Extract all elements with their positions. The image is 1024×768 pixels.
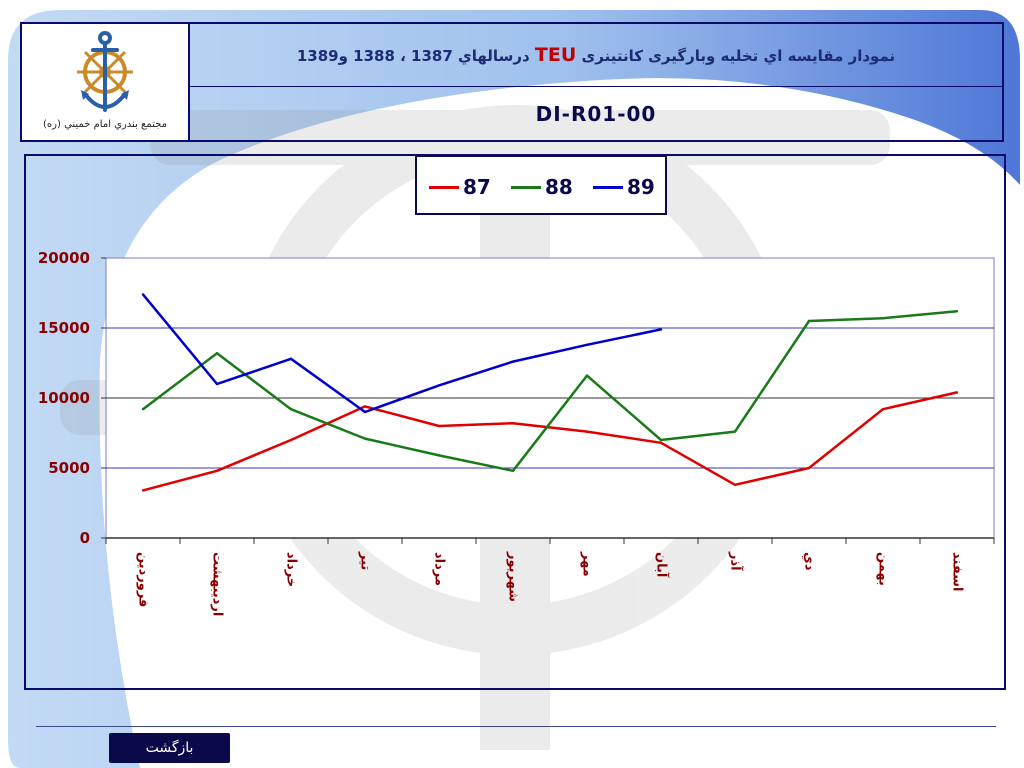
legend-swatch-88	[511, 186, 541, 189]
data-point-88	[807, 319, 811, 323]
series-line-87	[142, 391, 958, 492]
data-point-88	[955, 310, 959, 313]
data-point-87	[511, 422, 515, 425]
data-point-88	[437, 454, 441, 457]
data-point-88	[289, 408, 293, 411]
page-title: نمودار مقايسه اي تخليه وبارگيری کانتينری…	[297, 44, 895, 66]
data-point-89	[141, 293, 145, 296]
data-point-87	[585, 430, 589, 433]
data-point-88	[733, 430, 737, 433]
x-category-label: فروردين	[136, 552, 151, 607]
y-tick-label: 5000	[48, 459, 90, 477]
data-point-87	[807, 466, 811, 470]
back-button[interactable]: بازگشت	[109, 733, 230, 763]
data-point-87	[363, 405, 367, 408]
data-point-89	[363, 410, 367, 414]
title-row: نمودار مقايسه اي تخليه وبارگيری کانتينری…	[190, 24, 1002, 87]
document-code: DI-R01-00	[535, 101, 657, 126]
x-category-label: بهمن	[876, 552, 891, 586]
data-point-87	[437, 424, 441, 428]
header-frame: مجتمع بندري امام خميني (ره) نمودار مقايس…	[20, 22, 1004, 142]
legend-swatch-89	[593, 186, 623, 189]
x-category-label: آبان	[654, 552, 671, 578]
data-point-89	[585, 343, 589, 346]
data-point-88	[659, 438, 663, 442]
data-point-87	[141, 489, 145, 492]
data-point-88	[363, 437, 367, 440]
data-point-88	[585, 374, 589, 377]
data-point-89	[511, 360, 515, 363]
data-point-87	[289, 438, 293, 442]
x-category-label: خرداد	[284, 552, 299, 587]
title-part1: نمودار مقايسه اي تخليه وبارگيری کانتينری	[581, 47, 896, 65]
series-line-89	[142, 293, 662, 414]
data-point-89	[289, 357, 293, 360]
data-point-87	[215, 469, 219, 472]
x-category-label: آذر	[728, 551, 745, 571]
data-point-88	[215, 352, 219, 355]
x-category-label: تير	[358, 551, 373, 570]
legend-label-88: 88	[545, 175, 573, 199]
series-line-88	[142, 309, 958, 473]
x-category-label: ارديبهشت	[210, 552, 225, 616]
logo-cell: مجتمع بندري امام خميني (ره)	[22, 24, 190, 140]
y-tick-label: 15000	[38, 319, 90, 337]
data-point-88	[881, 317, 885, 320]
legend-label-89: 89	[627, 175, 655, 199]
x-category-label: مهر	[580, 551, 595, 577]
legend-swatch-87	[429, 186, 459, 189]
code-row: DI-R01-00	[190, 87, 1002, 140]
data-point-87	[955, 391, 959, 394]
y-tick-label: 0	[80, 529, 90, 547]
x-category-label: دي	[802, 552, 817, 571]
data-point-89	[437, 384, 441, 387]
y-tick-label: 20000	[38, 249, 90, 267]
data-point-87	[659, 441, 663, 444]
y-tick-label: 10000	[38, 389, 90, 407]
logo-caption: مجتمع بندري امام خميني (ره)	[43, 119, 167, 130]
footer-divider	[36, 726, 996, 727]
chart-legend: 87 88 89	[415, 155, 667, 215]
x-category-label: شهريور	[506, 551, 521, 602]
legend-label-87: 87	[463, 175, 491, 199]
data-point-87	[733, 483, 737, 486]
data-point-89	[659, 328, 663, 331]
data-point-88	[141, 408, 145, 411]
data-point-88	[511, 469, 515, 472]
anchor-logo-icon	[77, 31, 133, 112]
title-part2: درسالهاي 1387 ، 1388 و1389	[296, 47, 530, 65]
data-point-87	[881, 408, 885, 411]
data-point-89	[215, 382, 219, 386]
x-category-label: مرداد	[432, 552, 447, 586]
x-category-label: اسفند	[950, 552, 965, 591]
title-teu: TEU	[534, 44, 577, 66]
